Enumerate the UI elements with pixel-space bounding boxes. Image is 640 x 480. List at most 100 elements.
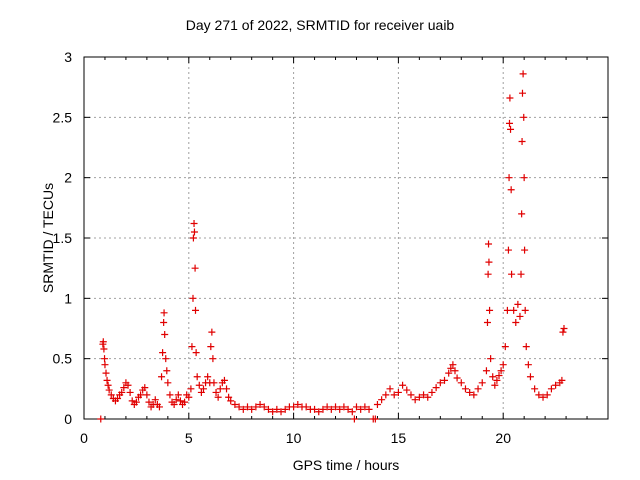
data-point: [327, 405, 335, 413]
data-point: [145, 398, 153, 406]
data-point: [428, 388, 436, 396]
data-point: [505, 119, 513, 127]
y-tick-label: 1.5: [53, 230, 73, 246]
data-point: [101, 355, 109, 363]
data-point: [188, 343, 196, 351]
data-point: [223, 385, 231, 393]
data-point: [158, 373, 166, 381]
data-point: [210, 379, 218, 387]
data-point: [189, 234, 197, 242]
data-point: [176, 397, 184, 405]
data-point: [164, 379, 172, 387]
data-point: [102, 369, 110, 377]
axis-ticks: 0 5 10 15 20 0 0.5 1 1.5 2 2.5 3: [53, 49, 609, 446]
x-tick-label: 20: [495, 430, 511, 446]
data-point: [141, 384, 149, 392]
data-point: [315, 408, 323, 416]
data-point: [185, 393, 193, 401]
y-tick-label: 3: [64, 49, 72, 65]
data-point: [521, 246, 529, 254]
data-point: [514, 300, 522, 308]
y-tick-label: 1: [64, 290, 72, 306]
data-point: [104, 381, 112, 389]
data-point: [105, 386, 113, 394]
data-point: [493, 376, 501, 384]
data-point: [332, 403, 340, 411]
y-tick-label: 0: [64, 411, 72, 427]
data-point: [524, 361, 532, 369]
data-point: [126, 388, 134, 396]
data-point: [264, 405, 272, 413]
data-point: [190, 228, 198, 236]
data-point: [214, 393, 222, 401]
data-point: [518, 210, 526, 218]
data-point: [501, 343, 509, 351]
data-point: [487, 355, 495, 363]
data-point: [466, 388, 474, 396]
data-point: [103, 376, 111, 384]
data-point: [340, 403, 348, 411]
data-point: [436, 379, 444, 387]
data-point: [535, 391, 543, 399]
data-point: [190, 220, 198, 228]
y-axis-label: SRMTID / TECUs: [40, 182, 56, 294]
data-point: [311, 405, 319, 413]
data-point: [101, 361, 109, 369]
data-point: [120, 384, 128, 392]
x-tick-label: 0: [80, 430, 88, 446]
data-point: [394, 388, 402, 396]
data-point: [302, 403, 310, 411]
data-point: [447, 364, 455, 372]
data-point: [323, 403, 331, 411]
data-point: [197, 388, 205, 396]
data-point: [371, 415, 379, 423]
data-point: [519, 70, 527, 78]
data-point: [470, 391, 478, 399]
data-point: [507, 186, 515, 194]
data-point: [220, 376, 228, 384]
data-point: [399, 381, 407, 389]
data-point: [503, 306, 511, 314]
y-tick-label: 2: [64, 170, 72, 186]
x-tick-label: 5: [185, 430, 193, 446]
data-point: [495, 372, 503, 380]
y-tick-label: 2.5: [53, 109, 73, 125]
data-point: [478, 379, 486, 387]
data-point: [560, 325, 568, 332]
y-tick-label: 0.5: [53, 351, 73, 367]
data-point: [411, 396, 419, 404]
data-point: [449, 361, 457, 369]
data-point: [486, 306, 494, 314]
data-point: [99, 338, 107, 346]
data-point: [420, 391, 428, 399]
data-point: [373, 401, 381, 409]
data-point: [352, 403, 360, 411]
data-point: [526, 373, 534, 381]
chart-title: Day 271 of 2022, SRMTID for receiver uai…: [185, 17, 455, 33]
data-point: [350, 415, 358, 423]
data-point: [216, 385, 224, 393]
data-point: [522, 343, 530, 351]
data-point: [207, 343, 215, 351]
data-point: [432, 384, 440, 392]
data-point: [225, 393, 233, 401]
data-point: [461, 385, 469, 393]
data-point: [107, 391, 115, 399]
data-point: [361, 403, 369, 411]
data-point: [482, 367, 490, 375]
data-point: [163, 367, 171, 375]
data-point: [174, 391, 182, 399]
data-point: [195, 381, 203, 389]
data-point: [518, 89, 526, 97]
data-point: [441, 376, 449, 384]
x-axis-label: GPS time / hours: [292, 457, 400, 473]
data-point: [235, 403, 243, 411]
data-point: [260, 403, 268, 411]
data-point: [269, 408, 277, 416]
data-point: [172, 396, 180, 404]
data-point: [155, 403, 163, 411]
data-point: [193, 373, 201, 381]
data-point: [132, 398, 140, 406]
data-point: [483, 318, 491, 326]
